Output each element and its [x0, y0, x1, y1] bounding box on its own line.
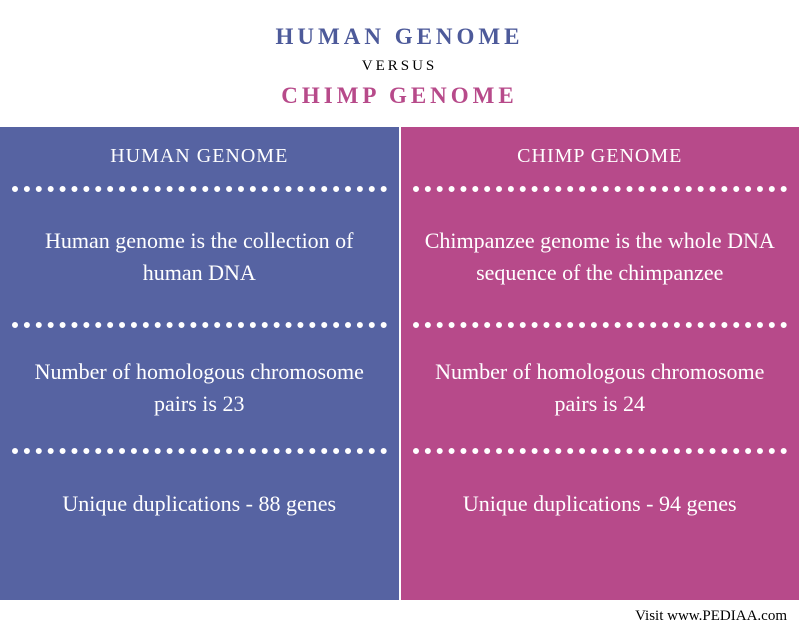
- column-left-cell-1: Human genome is the collection of human …: [0, 192, 399, 322]
- column-left: HUMAN GENOME Human genome is the collect…: [0, 127, 401, 600]
- column-right: CHIMP GENOME Chimpanzee genome is the wh…: [401, 127, 799, 600]
- footer-attribution: Visit www.PEDIAA.com: [0, 600, 799, 635]
- column-right-cell-1: Chimpanzee genome is the whole DNA seque…: [401, 192, 799, 322]
- title-subject-1: HUMAN GENOME: [0, 24, 799, 50]
- column-right-cell-2: Number of homologous chromosome pairs is…: [401, 328, 799, 448]
- comparison-columns: HUMAN GENOME Human genome is the collect…: [0, 127, 799, 600]
- column-left-cell-2: Number of homologous chromosome pairs is…: [0, 328, 399, 448]
- column-right-header: CHIMP GENOME: [401, 127, 799, 186]
- title-versus: VERSUS: [0, 58, 799, 75]
- column-left-header: HUMAN GENOME: [0, 127, 399, 186]
- column-left-cell-3: Unique duplications - 88 genes: [0, 454, 399, 554]
- title-subject-2: CHIMP GENOME: [0, 83, 799, 109]
- comparison-header: HUMAN GENOME VERSUS CHIMP GENOME: [0, 0, 799, 127]
- column-right-cell-3: Unique duplications - 94 genes: [401, 454, 799, 554]
